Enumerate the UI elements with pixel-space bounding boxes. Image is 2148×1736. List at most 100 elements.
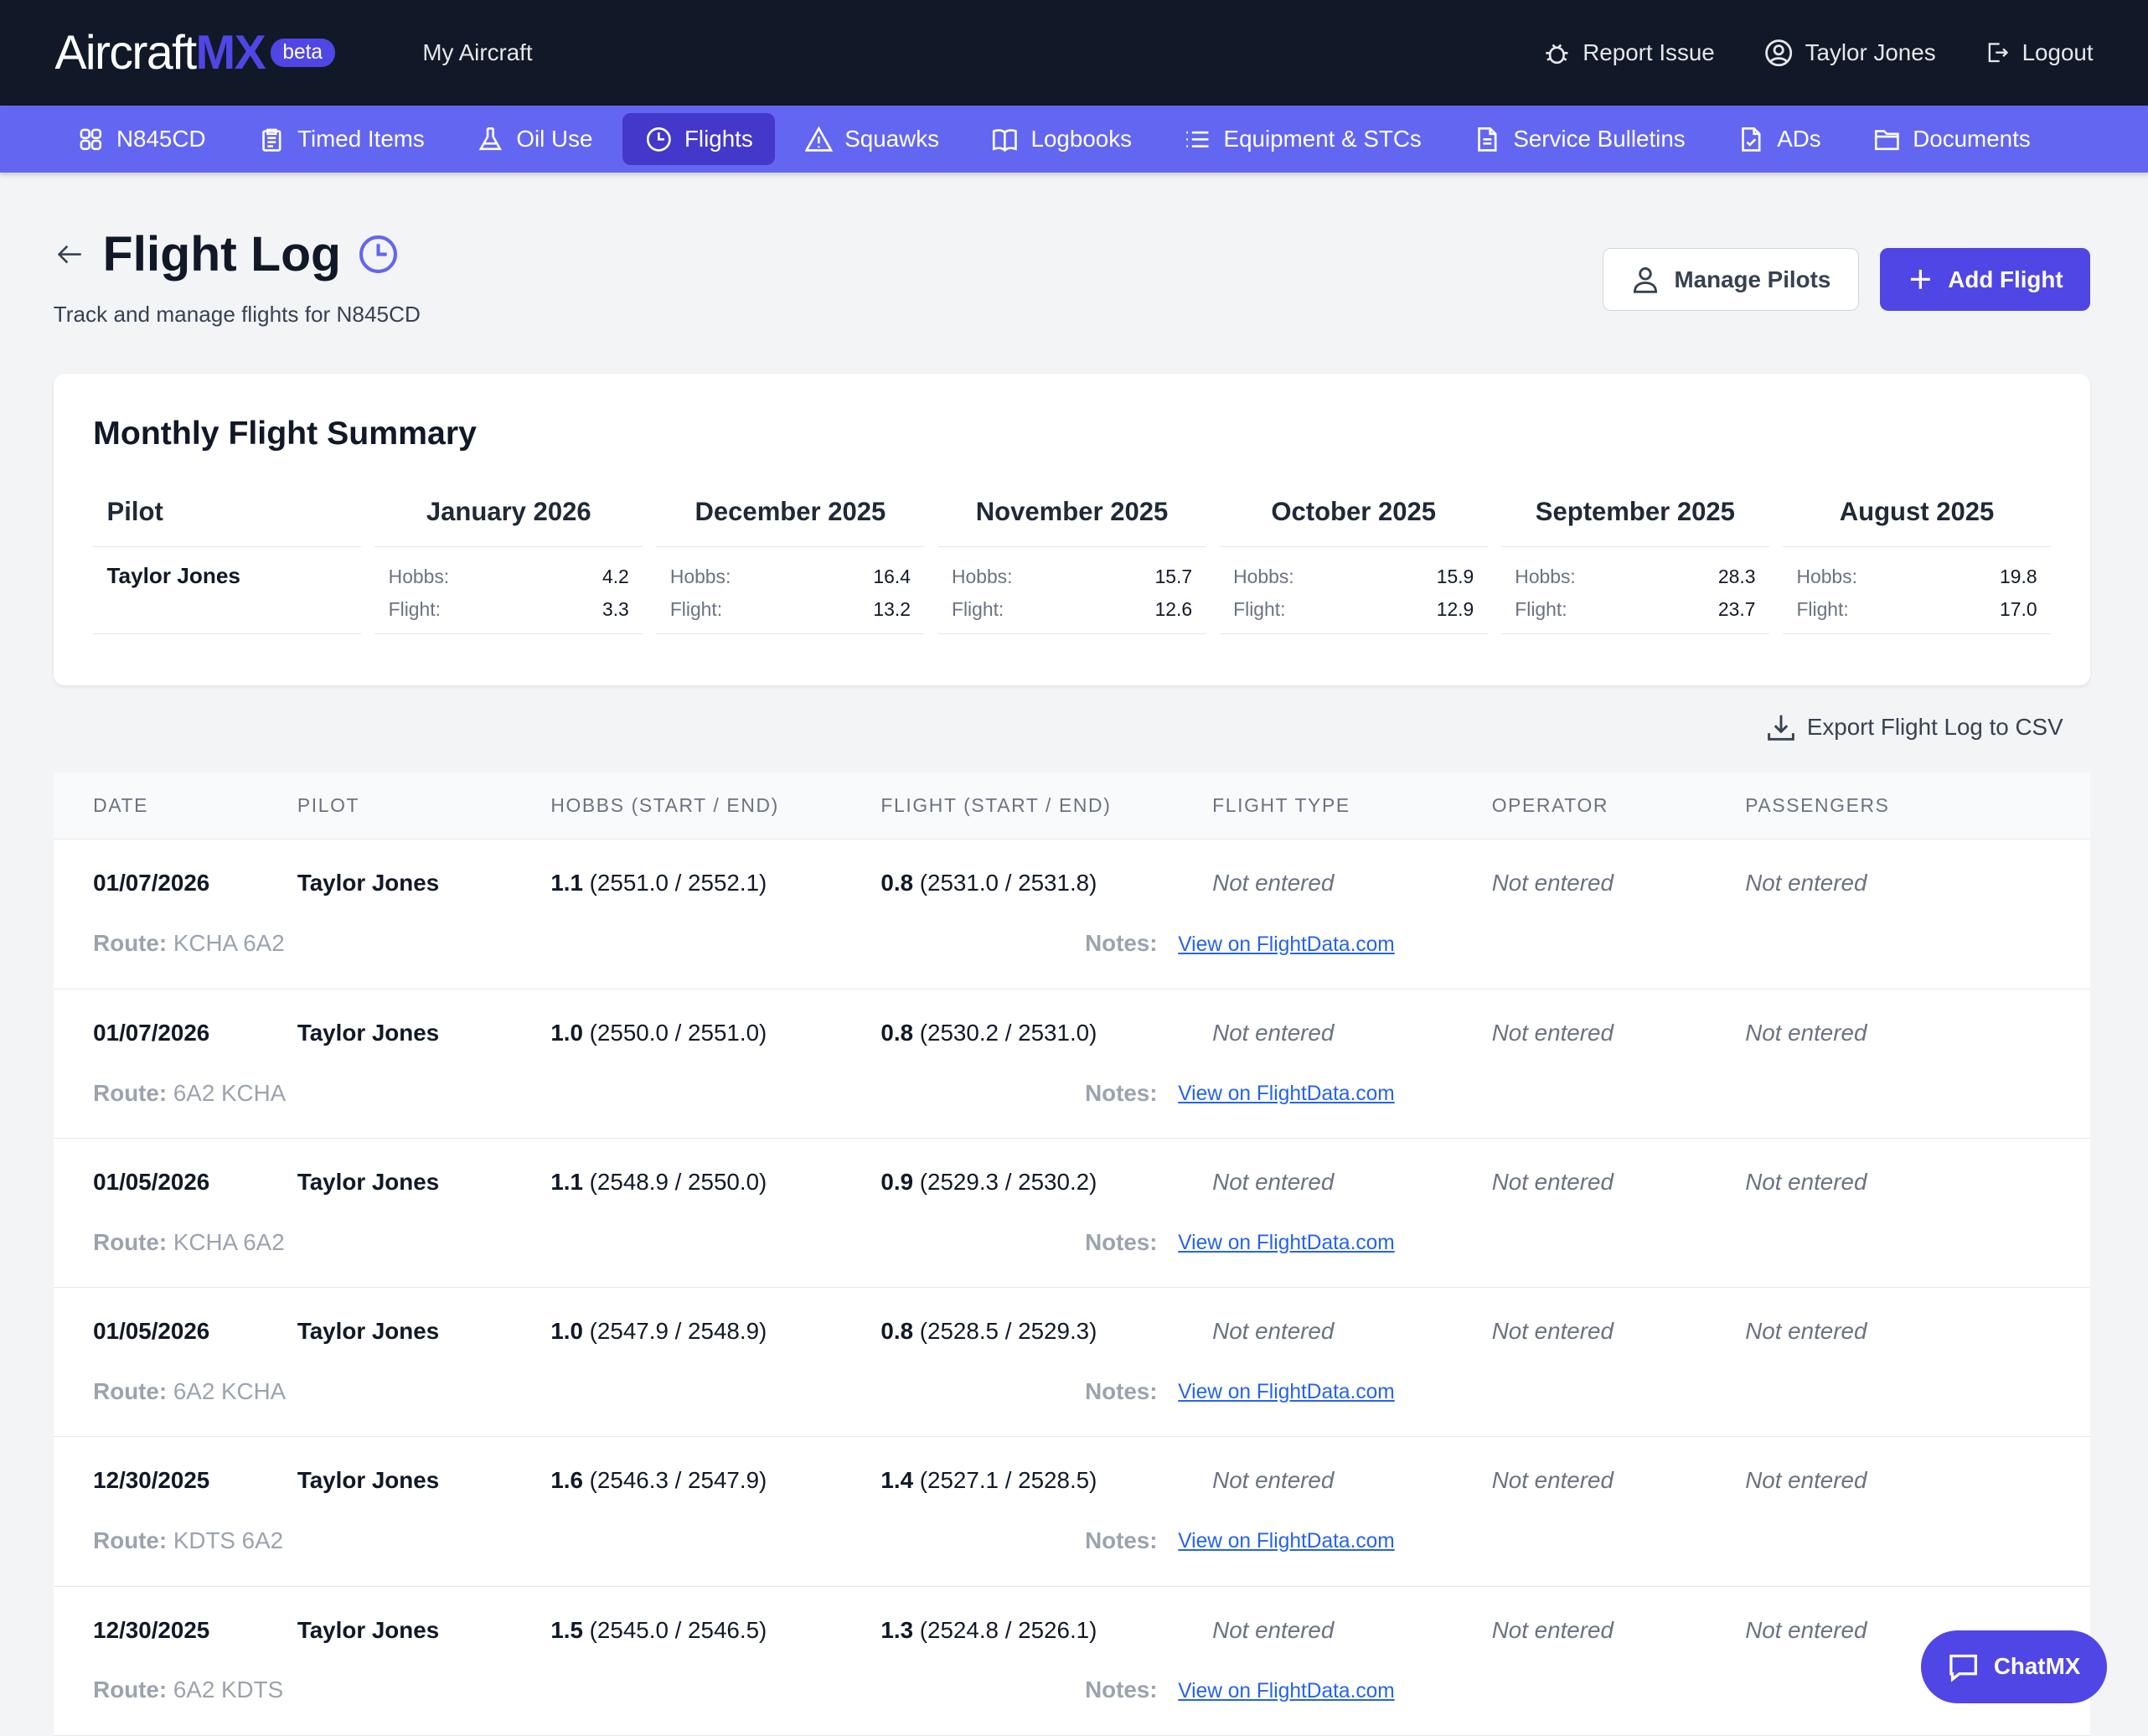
summary-month: November 2025 Hobbs: 15.7 Flight: 12.6 [937,497,1206,635]
summary-month: January 2026 Hobbs: 4.2 Flight: 3.3 [374,497,643,635]
hobbs-range: (2545.0 / 2546.5) [589,1616,767,1643]
pilot-cell: Taylor Jones [297,1168,440,1195]
table-row[interactable]: 01/05/2026 Taylor Jones 1.0 (2547.9 / 25… [53,1288,2091,1438]
document-check-icon [1742,127,1761,152]
report-issue-link[interactable]: Report Issue [1543,39,1715,67]
operator-cell: Not entered [1491,1467,1614,1494]
export-csv-button[interactable]: Export Flight Log to CSV [1766,712,2063,742]
nav-tab-documents[interactable]: Documents [1851,113,2052,165]
user-menu[interactable]: Taylor Jones [1764,39,1936,67]
logo[interactable]: Aircraft MX beta [54,25,335,80]
summary-month: December 2025 Hobbs: 16.4 Flight: 13.2 [656,497,925,635]
flight-range: (2531.0 / 2531.8) [919,870,1097,896]
hobbs-range: (2551.0 / 2552.1) [589,870,767,896]
flight-range: (2530.2 / 2531.0) [919,1019,1097,1046]
column-header[interactable]: HOBBS (START / END) [550,794,779,817]
hobbs-value: 28.3 [1717,566,1756,587]
column-header[interactable]: FLIGHT (START / END) [880,794,1112,817]
pilot-cell: Taylor Jones [297,1467,440,1494]
document-icon [1478,127,1497,152]
nav-tab-equipment-stcs[interactable]: Equipment & STCs [1162,113,1443,165]
nav-tab-squawks[interactable]: Squawks [783,113,961,165]
clipboard-icon [261,128,281,152]
hobbs-value: 15.9 [1436,566,1474,587]
operator-cell: Not entered [1491,870,1614,896]
aircraft-nav: N845CD Timed Items Oil Use Flights Squawks Lo… [0,105,2148,173]
flight-type-cell: Not entered [1212,870,1335,896]
date-cell: 01/05/2026 [93,1318,210,1345]
clock-icon [359,235,397,273]
passengers-cell: Not entered [1745,1168,1867,1195]
table-row[interactable]: 01/05/2026 Taylor Jones 1.1 (2548.9 / 25… [53,1139,2091,1289]
hobbs-value: 16.4 [873,566,911,587]
route-value: KCHA 6A2 [173,930,285,957]
flight-total: 0.8 [880,1318,914,1345]
table-row[interactable]: 12/30/2025 Taylor Jones 1.5 (2545.0 / 25… [53,1587,2091,1736]
nav-tab-timed-items[interactable]: Timed Items [235,113,447,165]
date-cell: 12/30/2025 [93,1616,210,1643]
column-header[interactable]: OPERATOR [1491,794,1609,817]
hobbs-total: 1.6 [550,1467,583,1494]
nav-tab-ads[interactable]: ADs [1716,113,1843,165]
passengers-cell: Not entered [1745,1616,1867,1643]
top-bar: Aircraft MX beta My Aircraft Report Issue … [0,0,2148,106]
flight-value: 13.2 [873,598,911,621]
nav-tab-logbooks[interactable]: Logbooks [969,113,1154,165]
column-header[interactable]: PASSENGERS [1745,794,1890,817]
flightdata-link[interactable]: View on FlightData.com [1178,933,1395,956]
page-title: Flight Log [102,226,341,282]
route-value: KCHA 6A2 [173,1228,285,1255]
passengers-cell: Not entered [1745,1318,1867,1345]
flightdata-link[interactable]: View on FlightData.com [1178,1232,1395,1255]
column-header[interactable]: FLIGHT TYPE [1212,794,1350,817]
table-row[interactable]: 01/07/2026 Taylor Jones 1.1 (2551.0 / 25… [53,840,2091,989]
back-arrow-icon[interactable] [54,238,86,271]
pilot-header: Pilot [93,497,361,547]
route-value: KDTS 6A2 [173,1527,284,1554]
chat-bubble-icon [1949,1654,1978,1682]
logout-link[interactable]: Logout [1985,39,2094,67]
operator-cell: Not entered [1491,1019,1614,1046]
bug-icon [1546,44,1568,64]
nav-tab-n845cd[interactable]: N845CD [54,113,227,165]
hobbs-total: 1.0 [550,1318,583,1345]
flightdata-link[interactable]: View on FlightData.com [1178,1530,1395,1553]
passengers-cell: Not entered [1745,870,1867,896]
flight-type-cell: Not entered [1212,1616,1335,1643]
column-header[interactable]: DATE [93,794,149,817]
flight-value: 3.3 [602,598,629,621]
hobbs-total: 1.5 [550,1616,583,1643]
summary-pilot: Taylor Jones [93,547,361,635]
flight-type-cell: Not entered [1212,1318,1335,1345]
column-header[interactable]: PILOT [297,794,360,817]
operator-cell: Not entered [1491,1318,1614,1345]
nav-tab-oil-use[interactable]: Oil Use [455,113,615,165]
list-icon [1186,131,1209,147]
table-row[interactable]: 12/30/2025 Taylor Jones 1.6 (2546.3 / 25… [53,1437,2091,1587]
manage-pilots-button[interactable]: Manage Pilots [1602,247,1860,312]
page-subtitle: Track and manage flights for N845CD [53,301,421,327]
hobbs-total: 1.1 [550,1168,583,1195]
flightdata-link[interactable]: View on FlightData.com [1178,1082,1395,1105]
flight-type-cell: Not entered [1212,1168,1335,1195]
flight-range: (2528.5 / 2529.3) [919,1318,1097,1345]
flight-total: 0.8 [880,1019,914,1046]
passengers-cell: Not entered [1745,1467,1867,1494]
flight-value: 23.7 [1717,598,1756,621]
my-aircraft-link[interactable]: My Aircraft [422,39,533,65]
table-row[interactable]: 01/07/2026 Taylor Jones 1.0 (2550.0 / 25… [53,989,2091,1139]
flight-total: 1.3 [880,1616,914,1643]
hobbs-value: 15.7 [1154,566,1193,587]
flightdata-link[interactable]: View on FlightData.com [1178,1679,1395,1702]
date-cell: 12/30/2025 [93,1467,210,1494]
add-flight-button[interactable]: Add Flight [1879,247,2091,312]
pilot-cell: Taylor Jones [297,1318,440,1345]
chatmx-button[interactable]: ChatMX [1920,1630,2107,1703]
flight-type-cell: Not entered [1212,1467,1335,1494]
passengers-cell: Not entered [1745,1019,1867,1046]
nav-tab-service-bulletins[interactable]: Service Bulletins [1452,113,1707,165]
nav-tab-flights[interactable]: Flights [622,112,775,166]
flightdata-link[interactable]: View on FlightData.com [1178,1381,1395,1404]
flight-range: (2527.1 / 2528.5) [919,1467,1097,1494]
hobbs-total: 1.1 [550,870,583,896]
